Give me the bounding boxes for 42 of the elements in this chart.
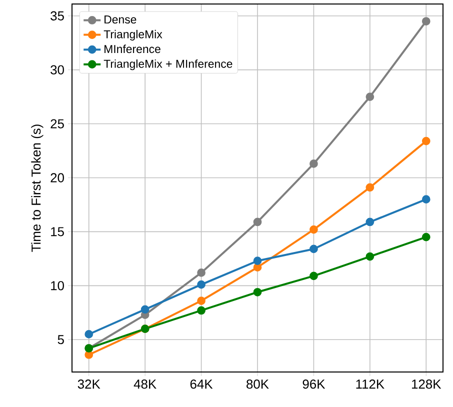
- point: [422, 232, 430, 242]
- legend-label: MInference: [104, 44, 160, 54]
- x-tick-label: 96K: [302, 380, 326, 389]
- point: [422, 17, 430, 26]
- point: [197, 296, 206, 305]
- legend-label: TriangleMix + MInference: [104, 59, 232, 70]
- point: [84, 330, 94, 338]
- point: [253, 288, 262, 296]
- point: [366, 92, 374, 101]
- y-tick-label: 5: [58, 335, 64, 344]
- point: [366, 218, 374, 226]
- x-tick-label: 128K: [412, 380, 442, 389]
- point: [253, 256, 262, 266]
- point: [84, 350, 94, 359]
- y-tick-label: 35: [50, 11, 64, 20]
- point: [422, 136, 430, 146]
- y-tick-label: 30: [50, 65, 64, 74]
- point: [197, 306, 206, 315]
- y-tick-label: 25: [50, 119, 64, 128]
- point: [197, 268, 206, 277]
- point: [140, 305, 150, 314]
- x-tick-label: 112K: [356, 380, 384, 389]
- point: [366, 183, 374, 192]
- point: [253, 218, 262, 226]
- x-tick-label: 80K: [246, 380, 269, 389]
- point: [422, 195, 430, 204]
- point: [310, 225, 318, 234]
- point: [310, 160, 318, 168]
- point: [310, 272, 318, 280]
- point: [197, 280, 206, 289]
- x-tick-label: 32K: [78, 380, 100, 389]
- legend-label: TriangleMix: [104, 30, 162, 41]
- y-tick-label: 15: [51, 227, 64, 236]
- point: [310, 244, 318, 254]
- y-axis-title: Time to First Token (s): [31, 124, 44, 252]
- x-tick-label: 64K: [190, 380, 213, 389]
- point: [253, 263, 262, 272]
- legend-label: Dense: [104, 16, 136, 24]
- y-tick-label: 20: [50, 173, 64, 182]
- point: [366, 252, 374, 261]
- x-tick-label: 48K: [134, 380, 156, 389]
- y-tick-label: 10: [51, 281, 64, 290]
